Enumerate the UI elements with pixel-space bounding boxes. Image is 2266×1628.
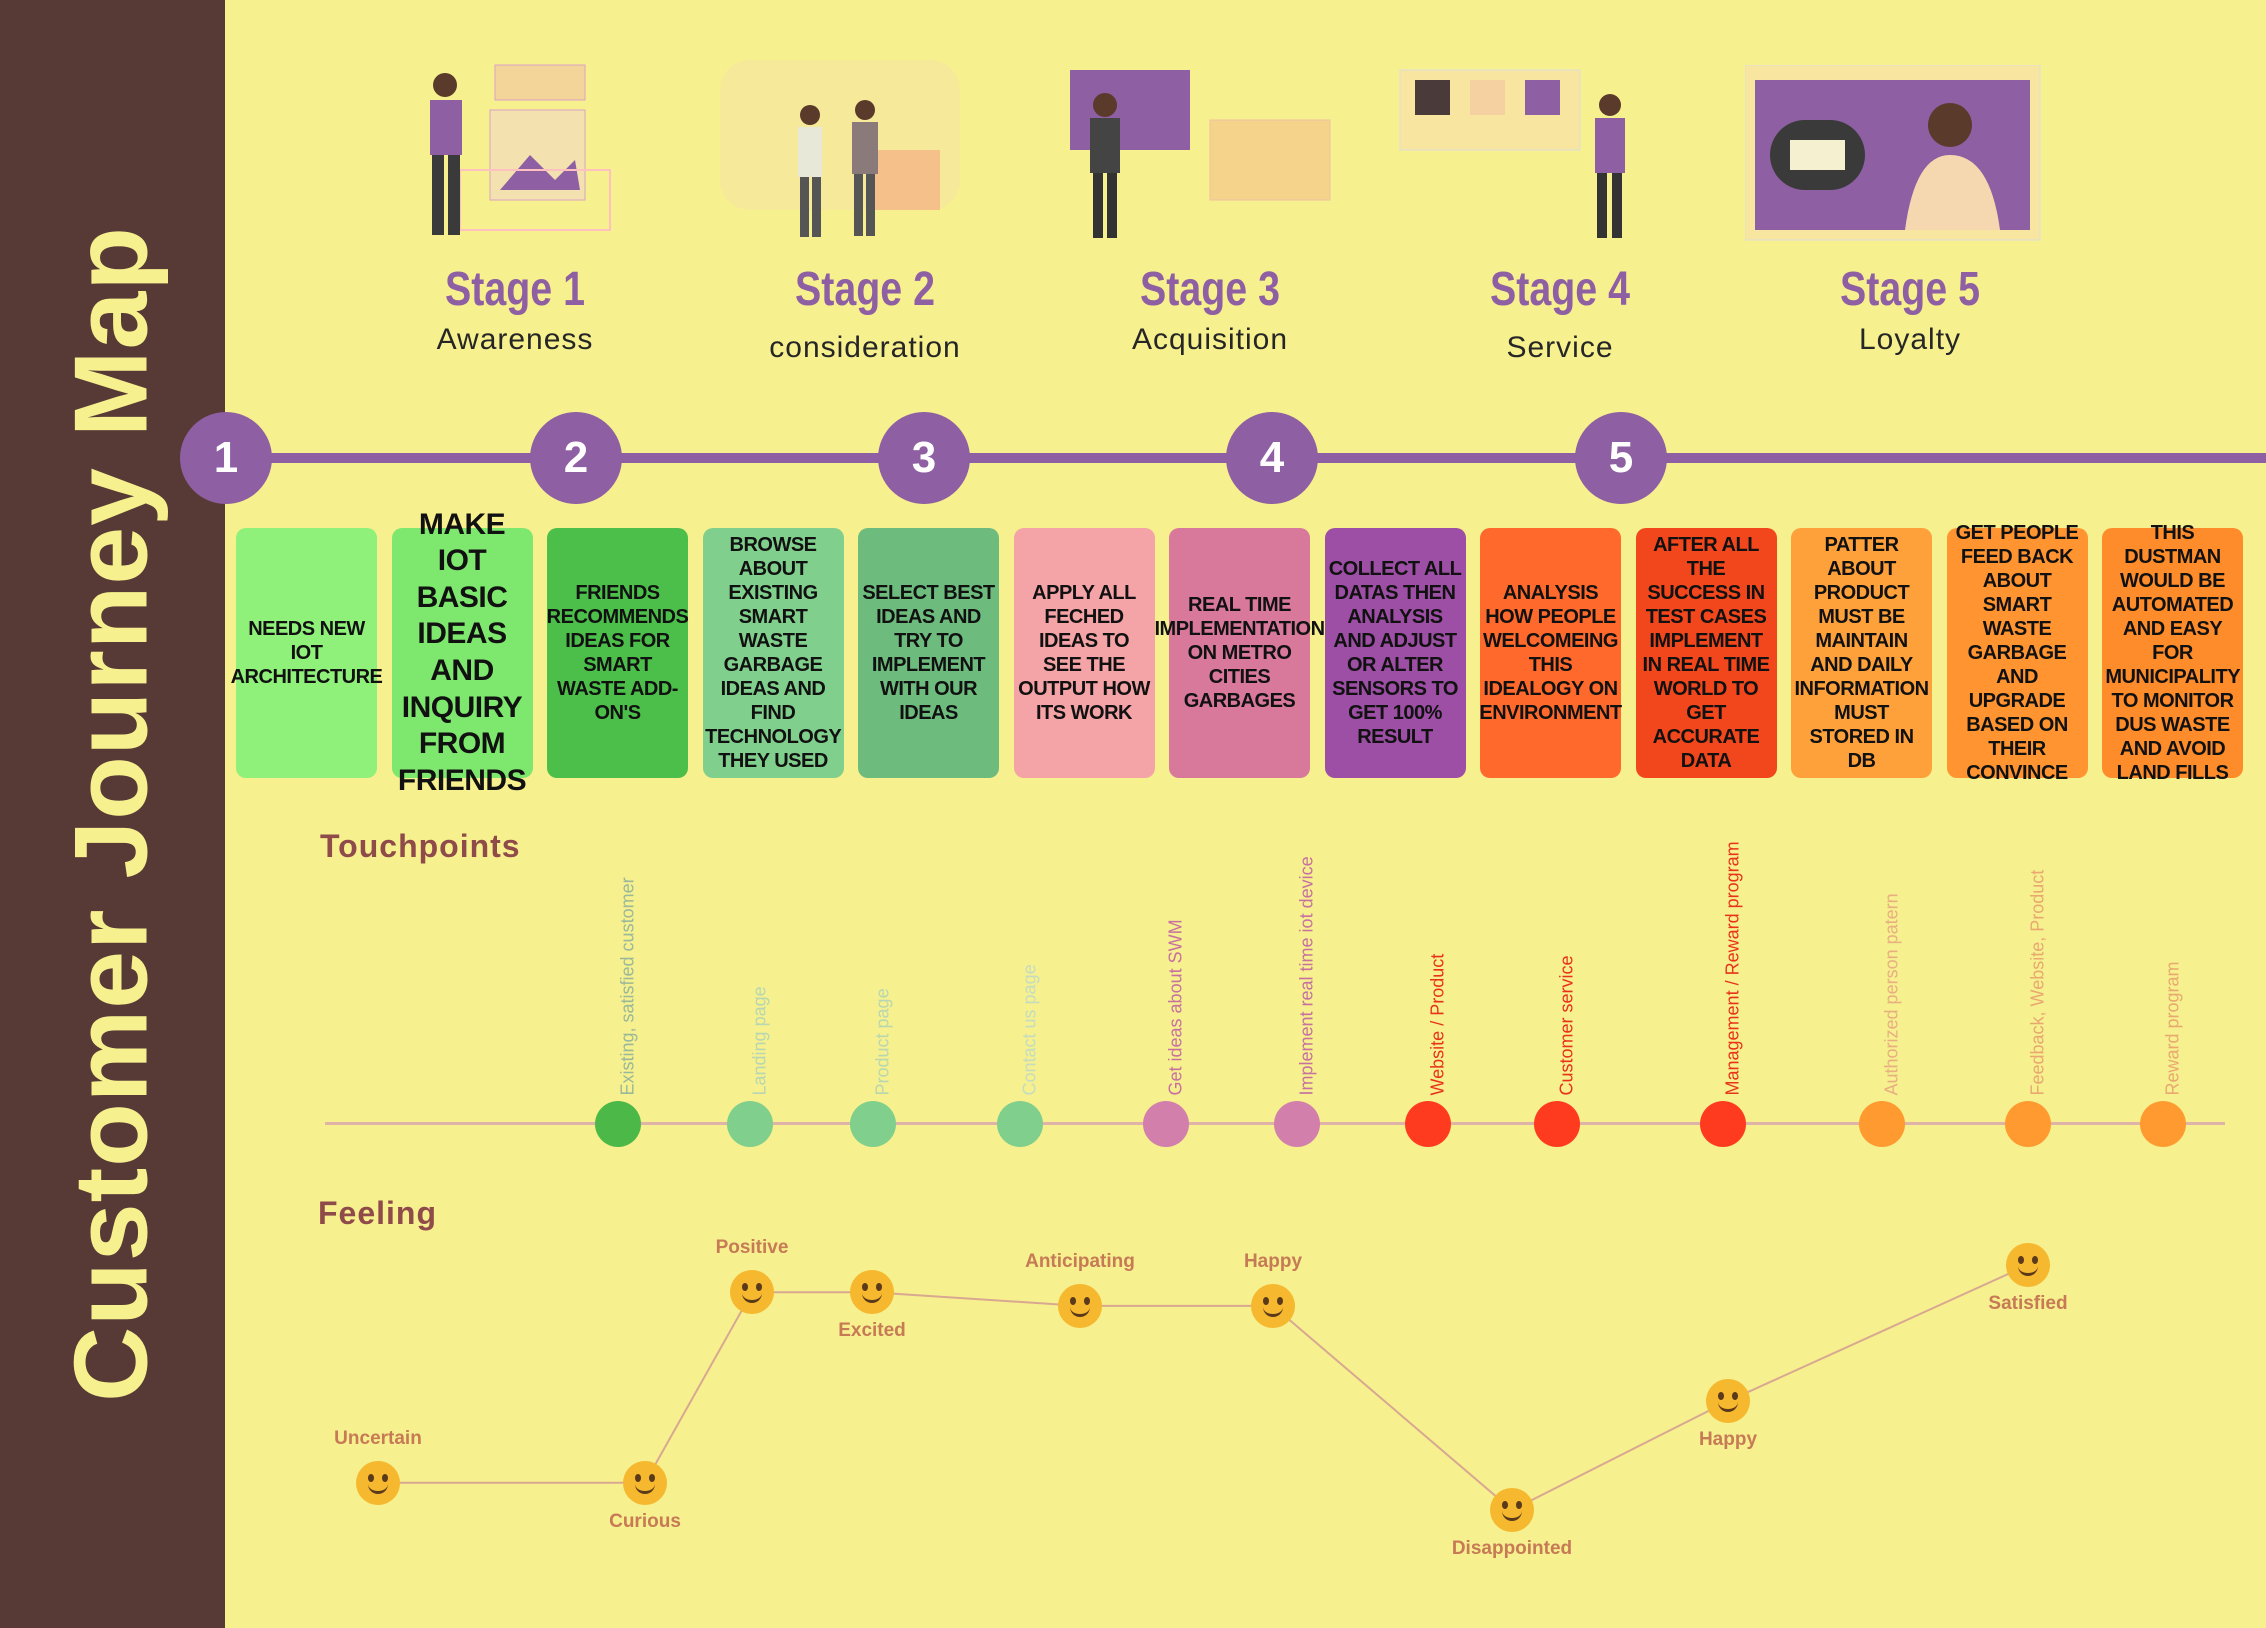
- feeling-emoji-icon: [1251, 1283, 1295, 1328]
- journey-card: GET PEOPLE FEED BACK ABOUT SMART WASTE G…: [1946, 522, 2088, 784]
- card-text: SELECT BEST IDEAS AND TRY TO IMPLEMENT W…: [862, 582, 995, 724]
- journey-card: NEEDS NEW IOT ARCHITECTURE: [231, 528, 383, 778]
- stage-2: Stage 2 consideration: [715, 262, 1015, 365]
- acquisition-illustration: [1070, 70, 1331, 238]
- journey-card: SELECT BEST IDEAS AND TRY TO IMPLEMENT W…: [858, 528, 999, 778]
- touchpoint-dot: [595, 1101, 641, 1147]
- stage-number: Stage 5: [1839, 263, 1981, 316]
- stage-name: consideration: [769, 331, 961, 364]
- touchpoint-dot: [1274, 1101, 1320, 1147]
- stage-number: Stage 2: [794, 263, 936, 316]
- feeling-emoji-icon: [2006, 1243, 2050, 1287]
- feeling-emoji-icon: [1706, 1379, 1750, 1424]
- journey-card: AFTER ALL THE SUCCESS IN TEST CASES IMPL…: [1635, 528, 1777, 778]
- feeling-emoji-icon: [1058, 1283, 1102, 1328]
- journey-card: MAKE IOT BASIC IDEAS AND INQUIRY FROM FR…: [391, 508, 533, 797]
- timeline-node-4: 4: [1226, 412, 1318, 504]
- stage-name: Awareness: [436, 323, 594, 356]
- stage-1: Stage 1 Awareness: [365, 262, 665, 357]
- feeling-label-text: Happy: [1698, 1429, 1758, 1451]
- journey-card: COLLECT ALL DATAS THEN ANALYSIS AND ADJU…: [1324, 528, 1466, 778]
- card-text: REAL TIME IMPLEMENTATION ON METRO CITIES…: [1154, 594, 1325, 712]
- card-text: COLLECT ALL DATAS THEN ANALYSIS AND ADJU…: [1328, 558, 1462, 748]
- feeling-emoji-icon: [623, 1460, 667, 1505]
- stage-5: Stage 5 Loyalty: [1760, 262, 2060, 357]
- journey-card: ANALYSIS HOW PEOPLE WELCOMEING THIS IDEA…: [1479, 528, 1622, 778]
- card-text: FRIENDS RECOMMENDS IDEAS FOR SMART WASTE…: [546, 582, 689, 724]
- card-text: GET PEOPLE FEED BACK ABOUT SMART WASTE G…: [1955, 522, 2079, 784]
- touchpoint-dot: [850, 1101, 896, 1147]
- stage-number: Stage 3: [1139, 263, 1281, 316]
- awareness-illustration: [430, 64, 611, 235]
- consideration-illustration: [720, 60, 960, 237]
- feeling-label-text: Disappointed: [1451, 1538, 1573, 1559]
- stage-name: Loyalty: [1858, 323, 1962, 356]
- touchpoint-dot: [2005, 1101, 2051, 1147]
- card-text: BROWSE ABOUT EXISTING SMART WASTE GARBAG…: [705, 534, 842, 772]
- journey-card: APPLY ALL FECHED IDEAS TO SEE THE OUTPUT…: [1013, 528, 1155, 778]
- card-text: PATTER ABOUT PRODUCT MUST BE MAINTAIN AN…: [1794, 534, 1929, 772]
- timeline-node-5: 5: [1575, 412, 1667, 504]
- loyalty-illustration: [1745, 65, 2041, 241]
- touchpoint-dot: [1859, 1101, 1905, 1147]
- stage-4: Stage 4 Service: [1410, 262, 1710, 365]
- feeling-emoji-icon: [356, 1460, 400, 1505]
- feeling-emoji-icon: [850, 1270, 894, 1315]
- feeling-label: Feeling: [318, 1195, 438, 1231]
- feeling-label-text: Uncertain: [334, 1427, 422, 1449]
- timeline-node-2: 2: [530, 412, 622, 504]
- card-text: NEEDS NEW IOT ARCHITECTURE: [230, 618, 383, 688]
- stage-name: Acquisition: [1131, 323, 1289, 356]
- feeling-label-text: Positive: [715, 1237, 789, 1259]
- touchpoint-dot: [1700, 1101, 1746, 1147]
- card-text: THIS DUSTMAN WOULD BE AUTOMATED AND EASY…: [2105, 522, 2241, 784]
- feeling-emoji-icon: [730, 1270, 774, 1315]
- journey-card: REAL TIME IMPLEMENTATION ON METRO CITIES…: [1154, 528, 1325, 778]
- feeling-emoji-icon: [1490, 1488, 1534, 1532]
- feeling-label-text: Happy: [1243, 1250, 1303, 1272]
- touchpoint-dot: [1534, 1101, 1580, 1147]
- touchpoint-dot: [997, 1101, 1043, 1147]
- touchpoint-dot: [727, 1101, 773, 1147]
- card-text: AFTER ALL THE SUCCESS IN TEST CASES IMPL…: [1642, 534, 1770, 772]
- feeling-label-text: Satisfied: [1988, 1293, 2068, 1314]
- journey-card: BROWSE ABOUT EXISTING SMART WASTE GARBAG…: [702, 528, 844, 778]
- service-illustration: [1399, 69, 1625, 238]
- card-text: ANALYSIS HOW PEOPLE WELCOMEING THIS IDEA…: [1479, 582, 1622, 724]
- stage-name: Service: [1506, 331, 1614, 364]
- journey-card: THIS DUSTMAN WOULD BE AUTOMATED AND EASY…: [2102, 522, 2243, 784]
- touchpoint-dot: [1405, 1101, 1451, 1147]
- stage-number: Stage 4: [1489, 263, 1631, 316]
- touchpoints-label: Touchpoints: [320, 828, 521, 864]
- touchpoint-dot: [1143, 1101, 1189, 1147]
- stage-3: Stage 3 Acquisition: [1060, 262, 1360, 357]
- card-text: MAKE IOT BASIC IDEAS AND INQUIRY FROM FR…: [397, 507, 527, 797]
- timeline-node-1: 1: [180, 412, 272, 504]
- feeling-label-text: Anticipating: [1025, 1250, 1135, 1272]
- feeling-label-text: Excited: [838, 1320, 906, 1342]
- touchpoint-dot: [2140, 1101, 2186, 1147]
- timeline-node-3: 3: [878, 412, 970, 504]
- card-text: APPLY ALL FECHED IDEAS TO SEE THE OUTPUT…: [1018, 582, 1150, 724]
- journey-card: FRIENDS RECOMMENDS IDEAS FOR SMART WASTE…: [546, 528, 689, 778]
- feeling-label-text: Curious: [609, 1510, 681, 1532]
- sidebar: Customer Journey Map: [0, 0, 225, 1628]
- stage-number: Stage 1: [444, 263, 586, 316]
- journey-card: PATTER ABOUT PRODUCT MUST BE MAINTAIN AN…: [1791, 528, 1932, 778]
